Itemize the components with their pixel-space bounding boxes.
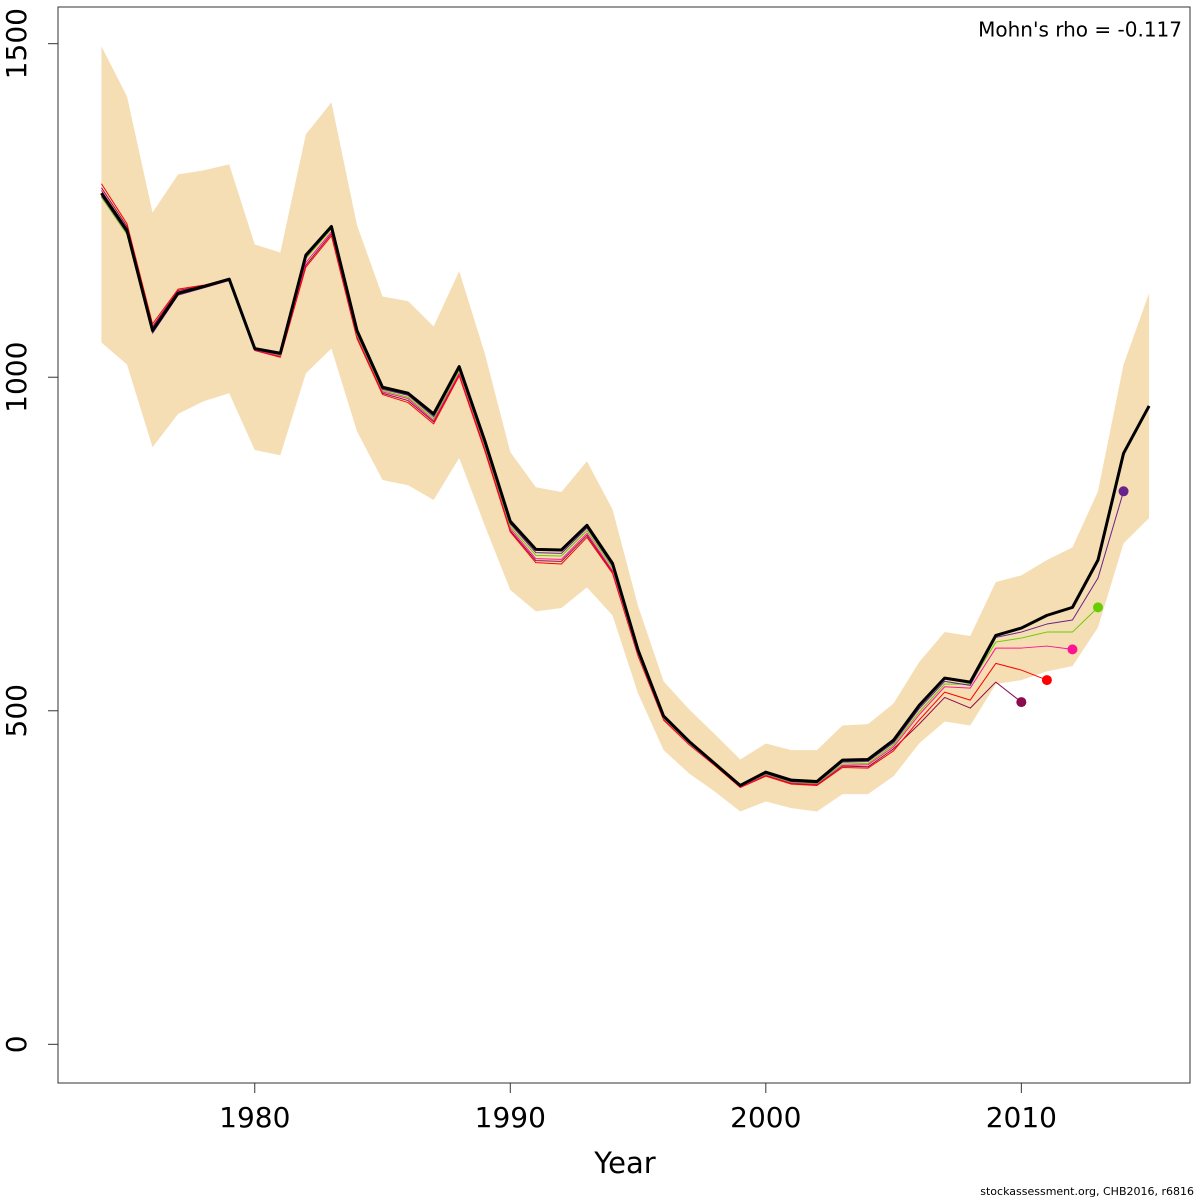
peel-endpoint bbox=[1118, 486, 1129, 497]
x-tick-label: 2010 bbox=[986, 1101, 1057, 1134]
series-line bbox=[100, 192, 1151, 787]
peel-endpoint bbox=[1016, 697, 1027, 708]
annotation: Mohn's rho = -0.117 bbox=[978, 18, 1182, 42]
x-tick-label: 1980 bbox=[219, 1101, 290, 1134]
y-tick-label: 1000 bbox=[0, 342, 33, 413]
y-tick-label: 500 bbox=[0, 684, 33, 737]
x-tick-label: 2000 bbox=[730, 1101, 801, 1134]
peel-endpoint bbox=[1067, 644, 1078, 655]
peel-endpoint bbox=[1093, 602, 1104, 613]
footer: stockassessment.org, CHB2016, r6816 bbox=[980, 1185, 1194, 1198]
x-axis-label: Year bbox=[593, 1146, 655, 1180]
peel-endpoint bbox=[1041, 675, 1052, 686]
y-tick-label: 1500 bbox=[0, 8, 33, 79]
y-tick-label: 0 bbox=[0, 1035, 33, 1053]
x-tick-label: 1990 bbox=[475, 1101, 546, 1134]
confidence-band bbox=[101, 46, 1150, 812]
series-line bbox=[101, 183, 1048, 788]
plot-frame bbox=[57, 6, 1191, 1084]
